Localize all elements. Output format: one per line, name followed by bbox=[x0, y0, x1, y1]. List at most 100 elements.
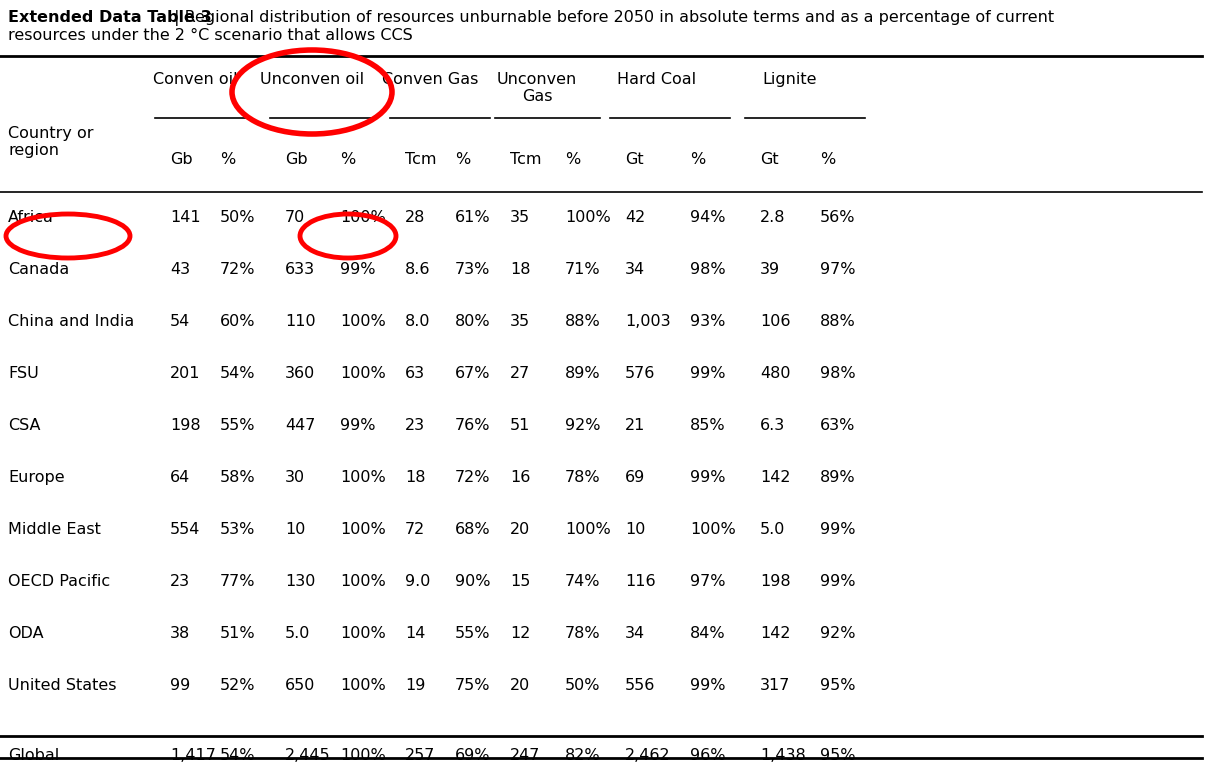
Text: 60%: 60% bbox=[221, 314, 256, 329]
Text: Conven oil: Conven oil bbox=[153, 72, 238, 87]
Text: 55%: 55% bbox=[221, 418, 256, 433]
Text: 69: 69 bbox=[625, 470, 645, 485]
Text: 480: 480 bbox=[760, 366, 790, 381]
Text: 54: 54 bbox=[170, 314, 190, 329]
Text: 21: 21 bbox=[625, 418, 645, 433]
Text: 54%: 54% bbox=[221, 366, 256, 381]
Text: 100%: 100% bbox=[341, 626, 385, 641]
Text: 71%: 71% bbox=[565, 262, 601, 277]
Text: Extended Data Table 3: Extended Data Table 3 bbox=[8, 10, 212, 25]
Text: 23: 23 bbox=[170, 574, 190, 589]
Text: 142: 142 bbox=[760, 470, 790, 485]
Text: 10: 10 bbox=[625, 522, 645, 537]
Text: 95%: 95% bbox=[821, 678, 856, 693]
Text: 100%: 100% bbox=[341, 470, 385, 485]
Text: 99%: 99% bbox=[821, 522, 856, 537]
Text: 54%: 54% bbox=[221, 748, 256, 763]
Text: 50%: 50% bbox=[565, 678, 600, 693]
Text: 10: 10 bbox=[285, 522, 305, 537]
Text: 100%: 100% bbox=[565, 522, 611, 537]
Text: Tcm: Tcm bbox=[405, 152, 436, 167]
Text: 18: 18 bbox=[405, 470, 425, 485]
Text: 130: 130 bbox=[285, 574, 315, 589]
Text: 63: 63 bbox=[405, 366, 425, 381]
Text: ODA: ODA bbox=[8, 626, 44, 641]
Text: 43: 43 bbox=[170, 262, 190, 277]
Text: %: % bbox=[454, 152, 470, 167]
Text: 5.0: 5.0 bbox=[760, 522, 785, 537]
Text: 99%: 99% bbox=[821, 574, 856, 589]
Text: FSU: FSU bbox=[8, 366, 39, 381]
Text: 99%: 99% bbox=[690, 366, 726, 381]
Text: Unconven oil: Unconven oil bbox=[259, 72, 364, 87]
Text: Gb: Gb bbox=[170, 152, 193, 167]
Text: 650: 650 bbox=[285, 678, 315, 693]
Text: 38: 38 bbox=[170, 626, 190, 641]
Text: 106: 106 bbox=[760, 314, 790, 329]
Text: Africa: Africa bbox=[8, 210, 53, 225]
Text: 633: 633 bbox=[285, 262, 315, 277]
Text: 257: 257 bbox=[405, 748, 435, 763]
Text: 20: 20 bbox=[510, 678, 531, 693]
Text: 201: 201 bbox=[170, 366, 200, 381]
Text: 198: 198 bbox=[760, 574, 790, 589]
Text: 96%: 96% bbox=[690, 748, 726, 763]
Text: 18: 18 bbox=[510, 262, 531, 277]
Text: Gt: Gt bbox=[760, 152, 778, 167]
Text: 69%: 69% bbox=[454, 748, 491, 763]
Text: 100%: 100% bbox=[341, 210, 385, 225]
Text: 110: 110 bbox=[285, 314, 315, 329]
Text: 55%: 55% bbox=[454, 626, 491, 641]
Text: %: % bbox=[341, 152, 355, 167]
Text: 97%: 97% bbox=[821, 262, 856, 277]
Text: 99%: 99% bbox=[690, 678, 726, 693]
Text: 72%: 72% bbox=[454, 470, 491, 485]
Text: 360: 360 bbox=[285, 366, 315, 381]
Text: 82%: 82% bbox=[565, 748, 601, 763]
Text: 100%: 100% bbox=[341, 366, 385, 381]
Text: 2,462: 2,462 bbox=[625, 748, 670, 763]
Text: 100%: 100% bbox=[341, 678, 385, 693]
Text: 23: 23 bbox=[405, 418, 425, 433]
Text: 42: 42 bbox=[625, 210, 645, 225]
Text: 447: 447 bbox=[285, 418, 315, 433]
Text: 80%: 80% bbox=[454, 314, 491, 329]
Text: 75%: 75% bbox=[454, 678, 491, 693]
Text: 97%: 97% bbox=[690, 574, 726, 589]
Text: 100%: 100% bbox=[565, 210, 611, 225]
Text: 556: 556 bbox=[625, 678, 656, 693]
Text: 116: 116 bbox=[625, 574, 656, 589]
Text: 92%: 92% bbox=[821, 626, 856, 641]
Text: 100%: 100% bbox=[341, 748, 385, 763]
Text: 74%: 74% bbox=[565, 574, 600, 589]
Text: 72%: 72% bbox=[221, 262, 256, 277]
Text: 98%: 98% bbox=[821, 366, 856, 381]
Text: 35: 35 bbox=[510, 314, 530, 329]
Text: 554: 554 bbox=[170, 522, 200, 537]
Text: | Regional distribution of resources unburnable before 2050 in absolute terms an: | Regional distribution of resources unb… bbox=[168, 10, 1054, 26]
Text: 15: 15 bbox=[510, 574, 531, 589]
Text: China and India: China and India bbox=[8, 314, 135, 329]
Text: 2,445: 2,445 bbox=[285, 748, 331, 763]
Text: OECD Pacific: OECD Pacific bbox=[8, 574, 110, 589]
Text: 50%: 50% bbox=[221, 210, 256, 225]
Text: 78%: 78% bbox=[565, 470, 601, 485]
Text: Gb: Gb bbox=[285, 152, 308, 167]
Text: 9.0: 9.0 bbox=[405, 574, 430, 589]
Text: 93%: 93% bbox=[690, 314, 725, 329]
Text: 58%: 58% bbox=[221, 470, 256, 485]
Text: Global: Global bbox=[8, 748, 59, 763]
Text: 198: 198 bbox=[170, 418, 201, 433]
Text: 51%: 51% bbox=[221, 626, 256, 641]
Text: 100%: 100% bbox=[341, 314, 385, 329]
Text: 70: 70 bbox=[285, 210, 305, 225]
Text: 76%: 76% bbox=[454, 418, 491, 433]
Text: 16: 16 bbox=[510, 470, 531, 485]
Text: 100%: 100% bbox=[341, 522, 385, 537]
Text: Conven Gas: Conven Gas bbox=[382, 72, 479, 87]
Text: 8.0: 8.0 bbox=[405, 314, 430, 329]
Text: 34: 34 bbox=[625, 262, 645, 277]
Text: 12: 12 bbox=[510, 626, 531, 641]
Text: 247: 247 bbox=[510, 748, 541, 763]
Text: 51: 51 bbox=[510, 418, 531, 433]
